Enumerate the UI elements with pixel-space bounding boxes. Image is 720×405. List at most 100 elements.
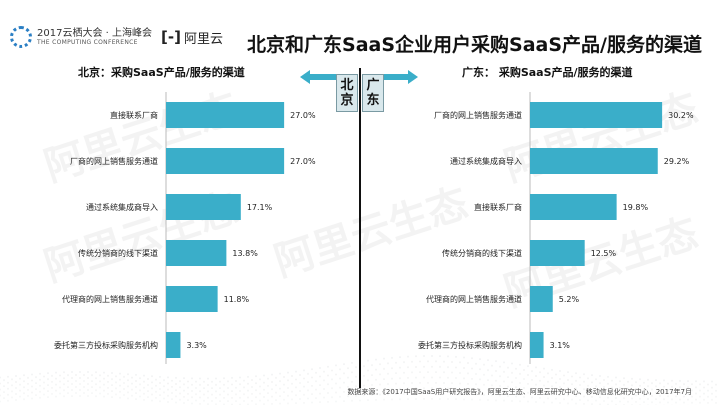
decor-dot — [279, 372, 281, 375]
side-label-char: 北 — [340, 78, 354, 93]
decor-dot — [319, 384, 321, 387]
decor-dot — [23, 398, 25, 401]
decor-dot — [271, 388, 273, 391]
decor-dot — [387, 393, 389, 396]
decor-dot — [39, 384, 41, 387]
decor-dot — [543, 401, 545, 404]
decor-dot — [367, 399, 369, 402]
decor-dot — [567, 371, 569, 374]
decor-dot — [595, 385, 597, 388]
decor-dot — [95, 371, 97, 374]
decor-dot — [427, 381, 429, 384]
decor-dot — [651, 401, 653, 404]
decor-dot — [343, 390, 345, 393]
decor-dot — [567, 402, 569, 405]
decor-dot — [643, 388, 645, 391]
decor-dot — [115, 393, 117, 396]
decor-dot — [171, 385, 173, 388]
decor-dot — [611, 400, 613, 403]
decor-dot — [223, 390, 225, 393]
decor-dot — [311, 384, 313, 387]
decor-dot — [439, 397, 441, 400]
decor-dot — [479, 378, 481, 381]
decor-dot — [707, 395, 709, 398]
decor-dot — [347, 385, 349, 388]
chart-value-label: 3.3% — [186, 341, 207, 350]
decor-dot — [183, 389, 185, 392]
decor-dot — [175, 401, 177, 404]
decor-dot — [655, 379, 657, 382]
decor-dot — [279, 402, 281, 405]
decor-dot — [535, 375, 537, 378]
decor-dot — [415, 355, 417, 358]
decor-dot — [243, 400, 245, 403]
decor-dot — [479, 368, 481, 371]
decor-dot — [383, 367, 385, 370]
decor-dot — [95, 389, 97, 392]
decor-dot — [147, 390, 149, 393]
decor-dot — [455, 387, 457, 390]
decor-dot — [455, 398, 457, 401]
decor-dot — [307, 381, 309, 384]
decor-dot — [391, 388, 393, 391]
decor-dot — [215, 390, 217, 393]
decor-dot — [103, 389, 105, 392]
decor-dot — [507, 376, 509, 379]
decor-dot — [687, 386, 689, 389]
decor-dot — [551, 393, 553, 396]
decor-dot — [395, 393, 397, 396]
decor-dot — [19, 383, 21, 386]
decor-dot — [319, 366, 321, 369]
decor-dot — [175, 389, 177, 392]
decor-dot — [231, 396, 233, 399]
decor-dot — [343, 381, 345, 384]
decor-dot — [207, 377, 209, 380]
decor-dot — [143, 380, 145, 383]
decor-dot — [27, 388, 29, 391]
decor-dot — [291, 390, 293, 393]
decor-dot — [95, 395, 97, 398]
decor-dot — [259, 399, 261, 402]
decor-dot — [659, 388, 661, 391]
decor-dot — [31, 373, 33, 376]
decor-dot — [695, 392, 697, 395]
decor-dot — [331, 396, 333, 399]
decor-dot — [287, 402, 289, 405]
decor-dot — [347, 367, 349, 370]
decor-dot — [59, 392, 61, 395]
decor-dot — [207, 396, 209, 399]
decor-dot — [331, 378, 333, 381]
chart-value-label: 13.8% — [232, 249, 258, 258]
decor-dot — [523, 368, 525, 371]
chart-bar — [166, 240, 227, 266]
decor-dot — [371, 394, 373, 397]
decor-dot — [399, 398, 401, 401]
decor-dot — [215, 383, 217, 386]
decor-dot — [695, 398, 697, 401]
decor-dot — [267, 399, 269, 402]
decor-dot — [467, 382, 469, 385]
beijing-bar-chart: 直接联系厂商 27.0% 厂商的网上销售服务通道 27.0% 通过系统集成商导入 17.1… — [54, 92, 316, 364]
decor-dot — [583, 402, 585, 405]
decor-dot — [583, 388, 585, 391]
decor-dot — [63, 371, 65, 374]
chart-bar — [530, 148, 658, 174]
decor-dot — [583, 373, 585, 376]
decor-dot — [163, 391, 165, 394]
decor-dot — [463, 398, 465, 401]
decor-dot — [679, 398, 681, 401]
decor-dot — [419, 371, 421, 374]
chart-category-label: 厂商的网上销售服务通道 — [70, 156, 158, 166]
decor-dot — [159, 381, 161, 384]
decor-dot — [243, 386, 245, 389]
side-label-char: 广 — [366, 78, 380, 93]
decor-dot — [67, 392, 69, 395]
decor-dot — [87, 371, 89, 374]
decor-dot — [487, 379, 489, 382]
decor-dot — [563, 390, 565, 393]
decor-dot — [599, 389, 601, 392]
decor-dot — [435, 381, 437, 384]
decor-dot — [203, 399, 205, 402]
decor-dot — [459, 382, 461, 385]
decor-dot — [211, 380, 213, 383]
